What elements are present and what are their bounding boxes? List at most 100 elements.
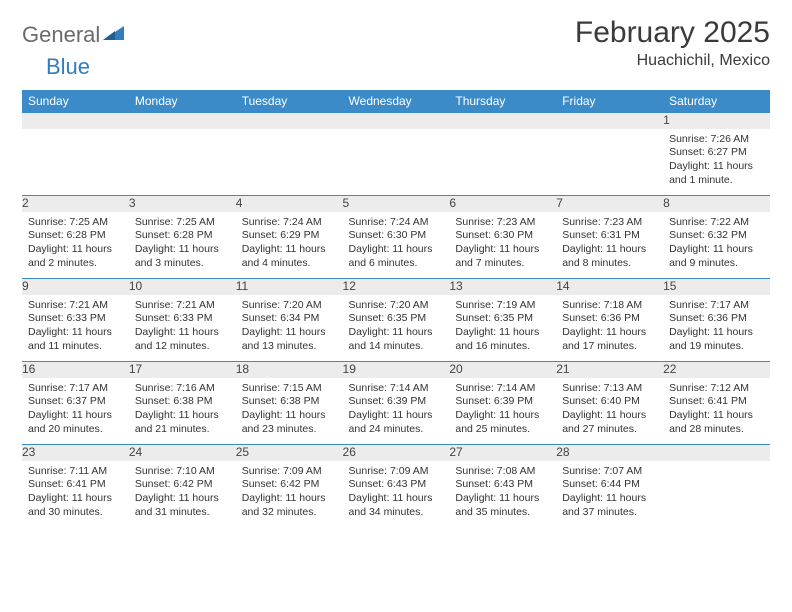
day-detail-cell: Sunrise: 7:25 AMSunset: 6:28 PMDaylight:… <box>129 212 236 279</box>
weekday-header-row: Sunday Monday Tuesday Wednesday Thursday… <box>22 90 770 113</box>
daylight-text: Daylight: 11 hours and 20 minutes. <box>28 409 123 436</box>
day-number-cell: 25 <box>236 445 343 462</box>
calendar-table: Sunday Monday Tuesday Wednesday Thursday… <box>22 90 770 527</box>
day-detail-cell: Sunrise: 7:25 AMSunset: 6:28 PMDaylight:… <box>22 212 129 279</box>
logo-text-1: General <box>22 22 100 48</box>
day-number-cell <box>236 113 343 130</box>
daylight-text: Daylight: 11 hours and 16 minutes. <box>455 326 550 353</box>
daylight-text: Daylight: 11 hours and 25 minutes. <box>455 409 550 436</box>
daynum-row: 2345678 <box>22 196 770 213</box>
day-detail-cell: Sunrise: 7:16 AMSunset: 6:38 PMDaylight:… <box>129 378 236 445</box>
sunset-text: Sunset: 6:42 PM <box>242 478 337 492</box>
page-title: February 2025 <box>575 16 770 50</box>
daylight-text: Daylight: 11 hours and 1 minute. <box>669 160 764 187</box>
sunset-text: Sunset: 6:33 PM <box>135 312 230 326</box>
daylight-text: Daylight: 11 hours and 11 minutes. <box>28 326 123 353</box>
day-detail-cell: Sunrise: 7:14 AMSunset: 6:39 PMDaylight:… <box>343 378 450 445</box>
day-number-cell: 26 <box>343 445 450 462</box>
daynum-row: 232425262728 <box>22 445 770 462</box>
daylight-text: Daylight: 11 hours and 3 minutes. <box>135 243 230 270</box>
day-number-cell <box>449 113 556 130</box>
sunset-text: Sunset: 6:30 PM <box>455 229 550 243</box>
day-number-cell: 10 <box>129 279 236 296</box>
daylight-text: Daylight: 11 hours and 32 minutes. <box>242 492 337 519</box>
location-subtitle: Huachichil, Mexico <box>575 52 770 70</box>
daylight-text: Daylight: 11 hours and 8 minutes. <box>562 243 657 270</box>
sunrise-text: Sunrise: 7:21 AM <box>28 299 123 313</box>
sunset-text: Sunset: 6:40 PM <box>562 395 657 409</box>
sunset-text: Sunset: 6:29 PM <box>242 229 337 243</box>
daylight-text: Daylight: 11 hours and 23 minutes. <box>242 409 337 436</box>
sunset-text: Sunset: 6:41 PM <box>28 478 123 492</box>
sunset-text: Sunset: 6:32 PM <box>669 229 764 243</box>
sunrise-text: Sunrise: 7:14 AM <box>349 382 444 396</box>
sunrise-text: Sunrise: 7:24 AM <box>242 216 337 230</box>
sunset-text: Sunset: 6:42 PM <box>135 478 230 492</box>
weekday-header: Wednesday <box>343 90 450 113</box>
daynum-row: 9101112131415 <box>22 279 770 296</box>
sunset-text: Sunset: 6:41 PM <box>669 395 764 409</box>
weekday-header: Monday <box>129 90 236 113</box>
logo-text-2: Blue <box>46 54 90 80</box>
sunset-text: Sunset: 6:35 PM <box>349 312 444 326</box>
day-detail-cell: Sunrise: 7:07 AMSunset: 6:44 PMDaylight:… <box>556 461 663 527</box>
sunrise-text: Sunrise: 7:12 AM <box>669 382 764 396</box>
daylight-text: Daylight: 11 hours and 21 minutes. <box>135 409 230 436</box>
sunrise-text: Sunrise: 7:20 AM <box>242 299 337 313</box>
day-number-cell: 2 <box>22 196 129 213</box>
day-number-cell <box>343 113 450 130</box>
daylight-text: Daylight: 11 hours and 37 minutes. <box>562 492 657 519</box>
sunrise-text: Sunrise: 7:20 AM <box>349 299 444 313</box>
sunset-text: Sunset: 6:35 PM <box>455 312 550 326</box>
sunrise-text: Sunrise: 7:07 AM <box>562 465 657 479</box>
daylight-text: Daylight: 11 hours and 31 minutes. <box>135 492 230 519</box>
daynum-row: 1 <box>22 113 770 130</box>
sunset-text: Sunset: 6:36 PM <box>669 312 764 326</box>
day-number-cell: 6 <box>449 196 556 213</box>
sunrise-text: Sunrise: 7:17 AM <box>669 299 764 313</box>
day-number-cell: 17 <box>129 362 236 379</box>
sunset-text: Sunset: 6:31 PM <box>562 229 657 243</box>
day-detail-cell: Sunrise: 7:12 AMSunset: 6:41 PMDaylight:… <box>663 378 770 445</box>
detail-row: Sunrise: 7:11 AMSunset: 6:41 PMDaylight:… <box>22 461 770 527</box>
logo: General <box>22 22 127 48</box>
sunrise-text: Sunrise: 7:13 AM <box>562 382 657 396</box>
day-detail-cell <box>556 129 663 196</box>
day-detail-cell: Sunrise: 7:14 AMSunset: 6:39 PMDaylight:… <box>449 378 556 445</box>
day-number-cell: 14 <box>556 279 663 296</box>
day-number-cell: 7 <box>556 196 663 213</box>
day-detail-cell: Sunrise: 7:09 AMSunset: 6:43 PMDaylight:… <box>343 461 450 527</box>
sunrise-text: Sunrise: 7:21 AM <box>135 299 230 313</box>
daylight-text: Daylight: 11 hours and 17 minutes. <box>562 326 657 353</box>
sunset-text: Sunset: 6:27 PM <box>669 146 764 160</box>
title-block: February 2025 Huachichil, Mexico <box>575 16 770 70</box>
daylight-text: Daylight: 11 hours and 35 minutes. <box>455 492 550 519</box>
logo-sail-icon <box>103 25 125 46</box>
day-detail-cell: Sunrise: 7:13 AMSunset: 6:40 PMDaylight:… <box>556 378 663 445</box>
day-number-cell: 19 <box>343 362 450 379</box>
day-detail-cell: Sunrise: 7:21 AMSunset: 6:33 PMDaylight:… <box>129 295 236 362</box>
day-number-cell: 28 <box>556 445 663 462</box>
day-detail-cell: Sunrise: 7:20 AMSunset: 6:35 PMDaylight:… <box>343 295 450 362</box>
sunrise-text: Sunrise: 7:26 AM <box>669 133 764 147</box>
day-number-cell: 27 <box>449 445 556 462</box>
daylight-text: Daylight: 11 hours and 24 minutes. <box>349 409 444 436</box>
day-number-cell: 5 <box>343 196 450 213</box>
day-number-cell: 11 <box>236 279 343 296</box>
day-number-cell: 4 <box>236 196 343 213</box>
daylight-text: Daylight: 11 hours and 14 minutes. <box>349 326 444 353</box>
day-number-cell: 20 <box>449 362 556 379</box>
day-number-cell: 18 <box>236 362 343 379</box>
day-detail-cell <box>236 129 343 196</box>
weekday-header: Sunday <box>22 90 129 113</box>
day-number-cell <box>129 113 236 130</box>
day-number-cell: 22 <box>663 362 770 379</box>
sunrise-text: Sunrise: 7:23 AM <box>455 216 550 230</box>
sunrise-text: Sunrise: 7:25 AM <box>28 216 123 230</box>
sunset-text: Sunset: 6:30 PM <box>349 229 444 243</box>
sunrise-text: Sunrise: 7:23 AM <box>562 216 657 230</box>
day-number-cell <box>556 113 663 130</box>
day-number-cell: 9 <box>22 279 129 296</box>
day-detail-cell: Sunrise: 7:17 AMSunset: 6:36 PMDaylight:… <box>663 295 770 362</box>
day-detail-cell: Sunrise: 7:22 AMSunset: 6:32 PMDaylight:… <box>663 212 770 279</box>
